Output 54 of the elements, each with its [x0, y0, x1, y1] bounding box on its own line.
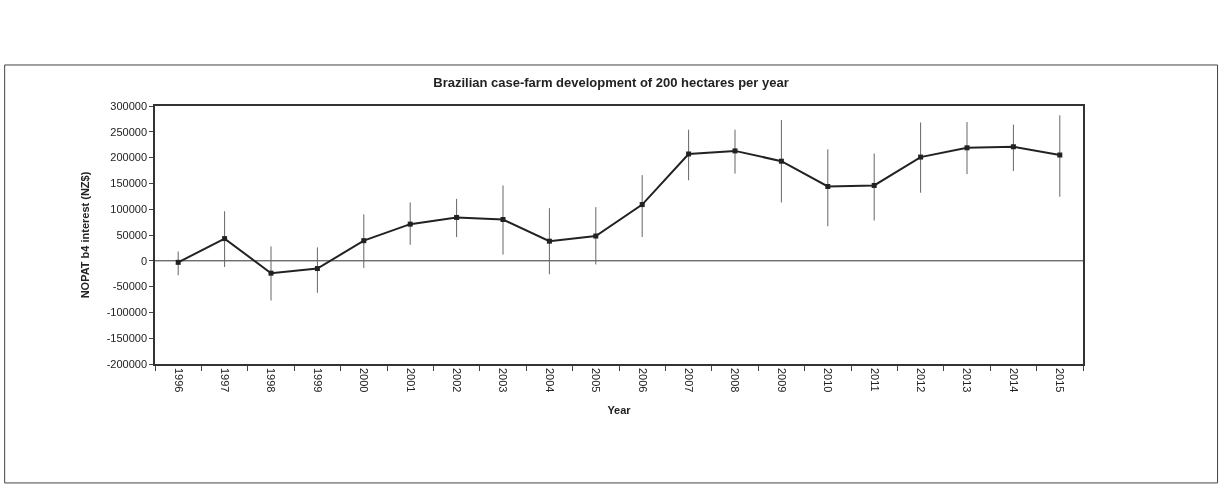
x-tick-label: 2006 — [636, 367, 649, 393]
x-tick-label: 2009 — [775, 367, 788, 393]
chart-title: Brazilian case-farm development of 200 hectares per year — [433, 75, 789, 91]
y-tick-label: 250000 — [110, 125, 148, 138]
x-tick-label: 2005 — [590, 367, 603, 393]
point — [407, 221, 413, 227]
point — [778, 158, 784, 164]
y-tick-label: 300000 — [110, 99, 148, 112]
point — [268, 270, 274, 276]
point — [825, 184, 831, 189]
point — [546, 238, 552, 244]
point — [1010, 144, 1016, 150]
y-tick-label: -100000 — [106, 306, 148, 319]
point — [361, 238, 367, 244]
x-tick-label: 1999 — [311, 367, 324, 393]
y-tick-label: 50000 — [116, 228, 148, 241]
y-tick-label: 100000 — [110, 203, 148, 216]
point — [918, 154, 924, 160]
y-tick-label: -200000 — [106, 357, 148, 370]
x-tick-label: 2000 — [358, 367, 371, 393]
point — [1057, 152, 1063, 158]
x-tick-label: 2014 — [1007, 367, 1020, 393]
y-tick-label: 150000 — [110, 177, 148, 190]
x-tick-label: 1998 — [265, 367, 278, 393]
x-axis-title: Year — [607, 404, 632, 417]
y-tick-label: -50000 — [112, 280, 148, 293]
point — [314, 266, 320, 272]
x-tick-label: 1996 — [172, 367, 185, 393]
point — [871, 182, 877, 188]
y-tick-label: -150000 — [106, 332, 148, 345]
point — [639, 202, 645, 208]
point — [175, 259, 181, 265]
x-tick-label: 2001 — [404, 367, 417, 393]
x-tick-label: 2007 — [683, 367, 696, 393]
x-tick-label: 2013 — [961, 367, 974, 393]
x-tick-label: 1997 — [219, 367, 232, 393]
x-tick-label: 2015 — [1054, 367, 1067, 393]
x-tick-label: 2012 — [915, 367, 928, 393]
x-tick-label: 2004 — [543, 367, 556, 393]
x-tick-label: 2008 — [729, 367, 742, 393]
point — [500, 217, 506, 223]
point — [964, 145, 970, 151]
point — [686, 151, 692, 157]
point — [593, 233, 599, 239]
x-tick-label: 2003 — [497, 367, 510, 393]
point — [222, 236, 228, 242]
x-tick-label: 2011 — [868, 367, 881, 392]
x-tick-label: 2002 — [451, 367, 464, 393]
point — [732, 148, 738, 154]
point — [454, 214, 460, 220]
y-axis-title: NOPAT b4 interest (NZ$) — [78, 171, 91, 299]
y-tick-label: 0 — [140, 254, 148, 267]
y-tick-label: 200000 — [110, 151, 148, 164]
x-tick-label: 2010 — [822, 367, 835, 393]
